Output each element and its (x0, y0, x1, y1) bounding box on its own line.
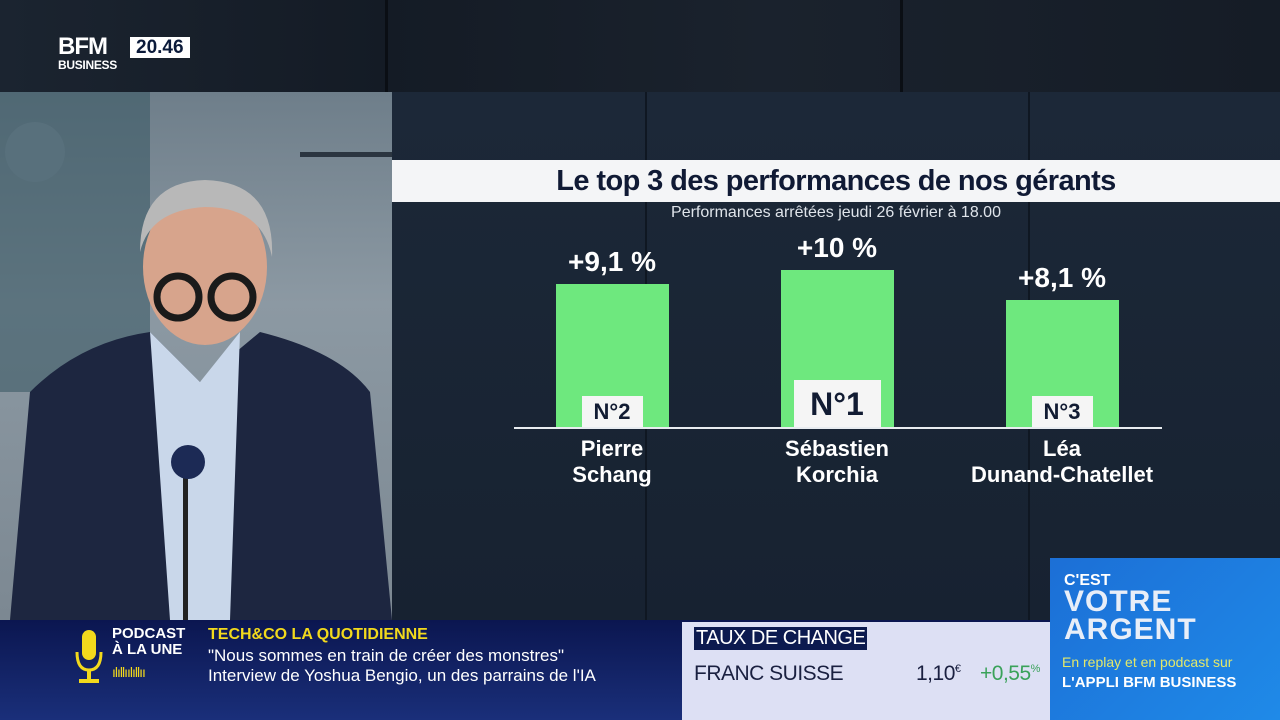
chart-title: Le top 3 des performances de nos gérants (392, 160, 1280, 202)
fx-currency: € (954, 663, 961, 675)
studio-video (0, 92, 392, 620)
channel-logo: BFM BUSINESS (58, 33, 117, 73)
logo-bottom: BUSINESS (58, 58, 117, 72)
podcast-label-line2: À LA UNE (112, 641, 183, 658)
presenter-image (0, 92, 392, 620)
category-label-line: Dunand-Chatellet (970, 462, 1154, 487)
video-seam (385, 0, 388, 92)
category-label: Léa Dunand-Chatellet (942, 436, 1182, 488)
chart-baseline (514, 427, 1162, 429)
exchange-rate-box: TAUX DE CHANGE FRANC SUISSE 1,10€ +0,55% (682, 622, 1050, 720)
logo-top: BFM (58, 33, 108, 60)
category-label-line: Korchia (796, 462, 878, 487)
data-label: +8,1 % (1018, 262, 1106, 294)
clock: 20.46 (130, 37, 190, 58)
fx-value: 1,10€ (916, 662, 961, 686)
audio-wave-icon: ılıllıılıllıı (112, 664, 146, 680)
promo-line2: VOTRE (1064, 585, 1173, 618)
category-label: Sébastien Korchia (717, 436, 957, 488)
video-seam (900, 0, 903, 92)
fx-change: +0,55% (980, 662, 1040, 686)
rank-badge: N°1 (793, 380, 881, 428)
fx-change-unit: % (1030, 663, 1041, 675)
promo-line5: L'APPLI BFM BUSINESS (1062, 674, 1237, 691)
ticker-show-title: TECH&CO LA QUOTIDIENNE (208, 626, 428, 643)
category-label-line: Pierre (580, 436, 644, 461)
promo-panel: C'EST VOTRE ARGENT En replay et en podcas… (1050, 558, 1280, 720)
microphone-icon (75, 630, 103, 683)
promo-title: VOTRE ARGENT (1064, 585, 1197, 646)
rank-badge: N°3 (1031, 396, 1093, 428)
category-label-line: Léa (1043, 436, 1081, 461)
category-label: Pierre Schang (492, 436, 732, 488)
chart-subtitle: Performances arrêtées jeudi 26 février à… (671, 204, 1001, 221)
promo-line1: C'EST (1064, 572, 1111, 589)
fx-header: TAUX DE CHANGE (694, 627, 868, 650)
category-label-line: Sébastien (785, 436, 889, 461)
promo-line4: En replay et en podcast sur (1062, 654, 1233, 670)
ticker-line-1: "Nous sommes en train de créer des monst… (208, 646, 564, 665)
podcast-label: PODCAST À LA UNE (112, 626, 185, 658)
fx-value-number: 1,10 (916, 662, 955, 685)
data-label: +10 % (796, 232, 878, 263)
promo-line3: ARGENT (1064, 613, 1197, 646)
category-label-line: Schang (572, 462, 652, 487)
rank-badge: N°2 (581, 396, 643, 428)
top-bar (0, 0, 1280, 92)
data-label: +9,1 % (568, 246, 656, 278)
podcast-label-line1: PODCAST (112, 625, 186, 642)
ticker-line-2: Interview de Yoshua Bengio, un des parra… (208, 666, 596, 685)
fx-change-number: +0,55 (980, 662, 1031, 685)
fx-name: FRANC SUISSE (694, 662, 844, 685)
